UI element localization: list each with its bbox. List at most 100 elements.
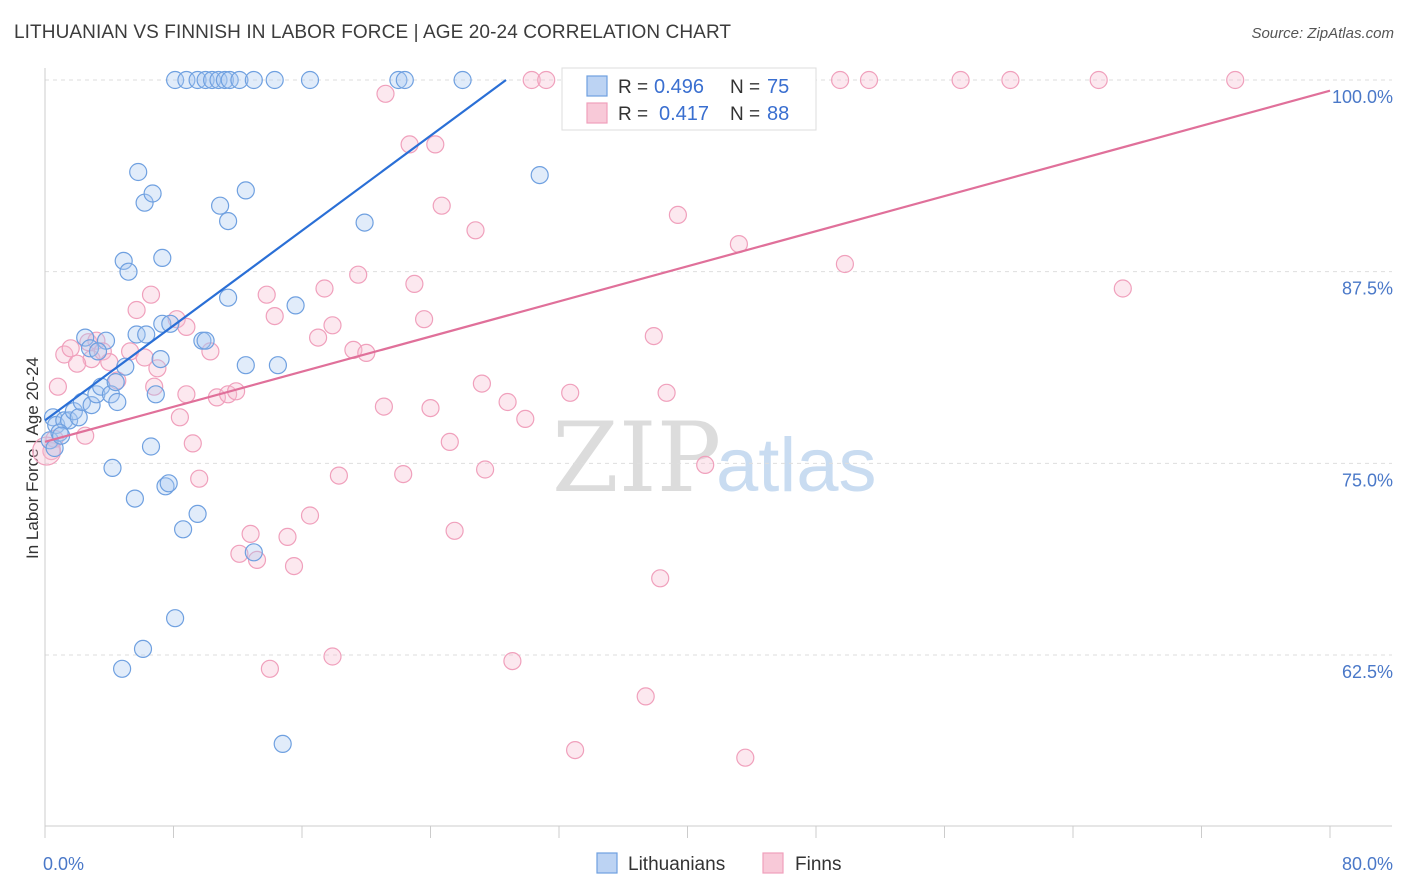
finns-point — [1226, 70, 1245, 90]
finns-point — [170, 408, 189, 427]
legend-swatch-lithuanians — [586, 75, 608, 97]
finns-point — [644, 327, 663, 346]
finns-point — [440, 432, 459, 451]
finns-point — [257, 285, 276, 304]
finns-point — [278, 527, 297, 547]
bottom-legend: Lithuanians Finns — [596, 852, 841, 875]
y-tick-label: 62.5% — [1342, 662, 1393, 682]
legend-n-value-2: 88 — [767, 103, 789, 125]
finns-point — [503, 651, 522, 671]
finns-point — [145, 377, 164, 396]
lithuanians-point — [166, 609, 185, 628]
lithuanians-point — [143, 184, 162, 203]
lithuanians-point — [219, 212, 238, 231]
series-finns-points — [32, 70, 1245, 767]
lithuanians-point — [265, 70, 284, 90]
lithuanians-trend-line — [44, 79, 507, 422]
lithuanians-point — [146, 385, 165, 404]
finns-point — [859, 70, 879, 90]
finns-point — [657, 383, 676, 402]
finns-point — [498, 392, 517, 412]
lithuanians-point — [119, 262, 138, 281]
finns-point — [951, 70, 970, 90]
lithuanians-point — [273, 734, 292, 754]
lithuanians-point — [236, 356, 255, 375]
finns-point — [466, 221, 485, 240]
lithuanians-point — [389, 70, 408, 90]
lithuanians-point — [188, 504, 207, 524]
finns-point — [561, 383, 580, 402]
finns-point — [167, 310, 186, 329]
lithuanians-point — [211, 196, 230, 215]
lithuanians-point — [112, 659, 132, 678]
finns-point — [135, 348, 154, 367]
finns-point — [309, 328, 328, 347]
finns-point — [1089, 70, 1108, 90]
finns-point — [260, 659, 279, 678]
finns-point — [127, 300, 146, 320]
finns-point — [445, 521, 464, 540]
lithuanians-point — [300, 70, 320, 90]
finns-point — [432, 196, 451, 215]
lithuanians-point — [133, 639, 153, 659]
lithuanians-point — [453, 70, 472, 90]
legend-n-label-2: N = — [730, 104, 760, 125]
watermark-zip: ZIP — [552, 402, 721, 514]
lithuanians-point — [108, 392, 127, 412]
lithuanians-point — [69, 408, 88, 427]
grid-lines — [45, 79, 1392, 656]
bottom-legend-label-finns: Finns — [795, 854, 841, 875]
finns-point — [472, 374, 491, 393]
lithuanians-point — [151, 350, 170, 369]
finns-point — [1001, 70, 1020, 90]
y-tick-labels: 62.5% 75.0% 87.5% 100.0% — [1332, 87, 1393, 682]
bottom-legend-swatch-finns — [762, 852, 784, 874]
lithuanians-point — [355, 213, 374, 232]
lithuanians-point — [196, 70, 215, 90]
legend-r-label-1: R = — [618, 77, 648, 98]
x-tick-label: 0.0% — [43, 854, 84, 874]
trend-lines — [44, 79, 1331, 443]
finns-point — [349, 265, 368, 284]
y-tick-label: 100.0% — [1332, 87, 1393, 107]
finns-point — [522, 70, 541, 90]
finns-point — [636, 687, 655, 706]
finns-point — [323, 316, 342, 335]
finns-point — [537, 70, 556, 90]
finns-point — [357, 343, 376, 362]
finns-point — [376, 84, 395, 103]
lithuanians-point — [137, 325, 156, 344]
lithuanians-point — [106, 373, 125, 392]
y-tick-label: 87.5% — [1342, 279, 1393, 299]
x-tick-labels: 0.0% 80.0% — [43, 854, 1393, 874]
lithuanians-point — [219, 288, 238, 307]
y-axis-label: In Labor Force | Age 20-24 — [23, 357, 42, 559]
source-credit: Source: ZipAtlas.com — [1251, 25, 1394, 42]
finns-point — [183, 434, 202, 453]
finns-point — [61, 339, 80, 358]
lithuanians-point — [141, 437, 161, 456]
lithuanians-point — [125, 489, 144, 508]
lithuanians-point — [82, 396, 101, 415]
finns-point — [284, 556, 304, 576]
x-tick-label: 80.0% — [1342, 854, 1393, 874]
finns-point — [190, 469, 209, 488]
lithuanians-point — [103, 458, 122, 477]
finns-point — [67, 354, 87, 373]
lithuanians-point — [159, 474, 178, 493]
lithuanians-point — [220, 70, 239, 90]
finns-point — [394, 465, 413, 484]
finns-point — [265, 307, 284, 326]
lithuanians-point — [114, 251, 133, 270]
finns-point — [415, 310, 434, 329]
lithuanians-point — [174, 520, 193, 539]
legend-r-value-1: 0.496 — [654, 76, 704, 98]
finns-point — [651, 569, 670, 588]
finns-point — [1113, 279, 1132, 298]
lithuanians-point — [153, 248, 172, 267]
finns-point — [516, 409, 535, 428]
lithuanians-point — [230, 70, 249, 90]
finns-point — [668, 205, 688, 224]
finns-point — [476, 460, 495, 479]
chart-title: LITHUANIAN VS FINNISH IN LABOR FORCE | A… — [14, 22, 732, 43]
